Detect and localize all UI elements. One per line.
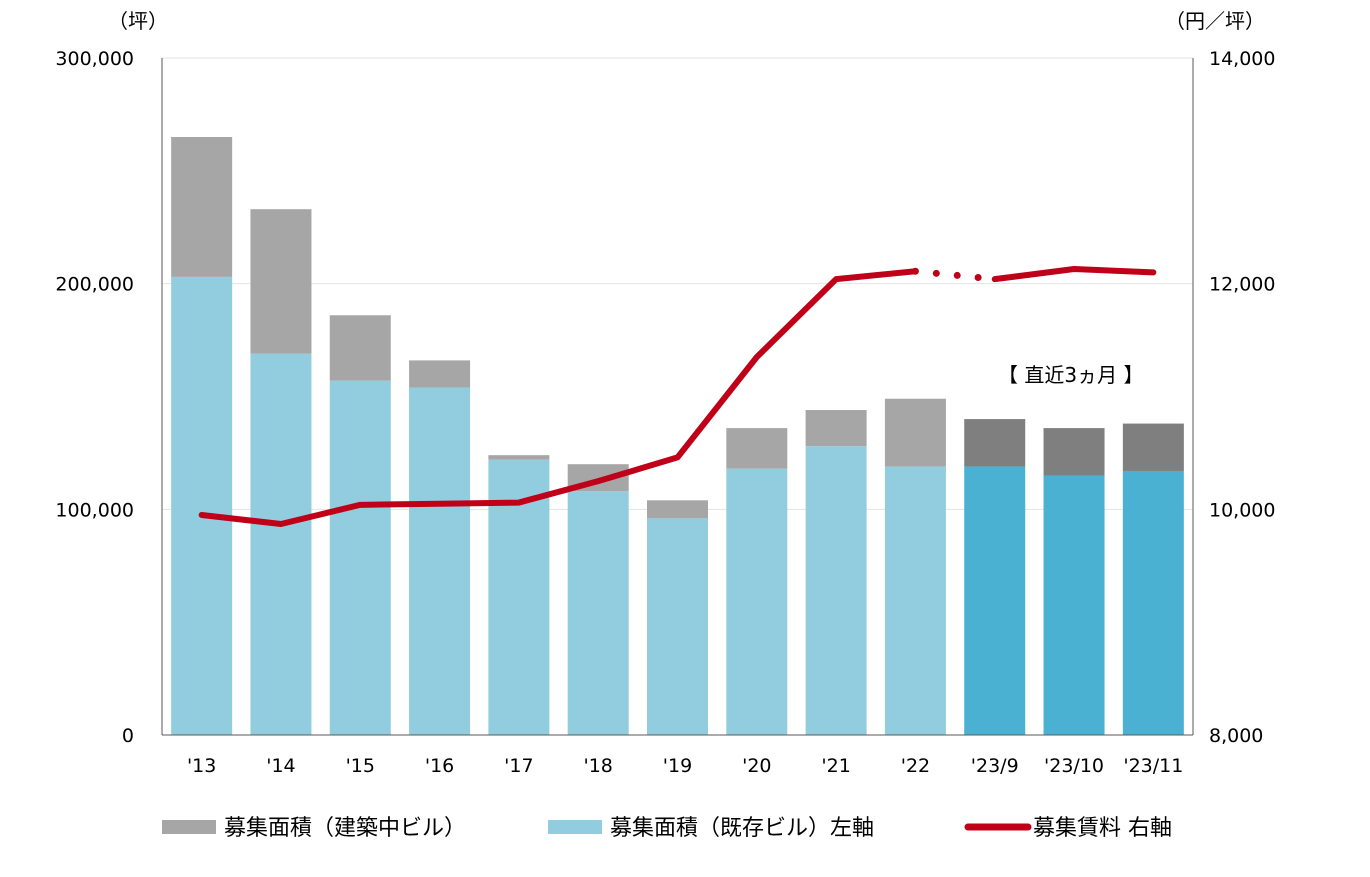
x-tick-label: '23/11 [1123, 755, 1183, 777]
bar-existing [567, 491, 629, 735]
left-tick-label: 100,000 [55, 499, 134, 521]
rent-line-annual [198, 268, 919, 528]
x-tick-label: '23/9 [971, 755, 1019, 777]
bar-existing [1043, 475, 1105, 735]
legend-label: 募集面積（建築中ビル） [224, 816, 466, 841]
bar-existing [1122, 470, 1184, 735]
bar-existing [884, 466, 946, 735]
legend: 募集面積（建築中ビル） 募集面積（既存ビル）左軸 募集賃料 右軸 [162, 816, 1172, 841]
bar-under-construction [1043, 428, 1105, 476]
x-axis-ticks: '13 '14 '15 '16 '17 '18 '19 '20 '21 '22 '23/9 '23/1… [187, 755, 1183, 777]
x-tick-label: '13 [187, 755, 216, 777]
x-tick-label: '16 [425, 755, 454, 777]
right-tick-label: 12,000 [1209, 274, 1275, 296]
legend-swatch [162, 820, 216, 834]
rent-line [198, 265, 1157, 528]
x-tick-label: '19 [663, 755, 692, 777]
left-tick-label: 200,000 [55, 274, 134, 296]
x-tick-label: '18 [583, 755, 612, 777]
bar-under-construction [171, 136, 233, 277]
right-tick-label: 10,000 [1209, 499, 1275, 521]
bar-under-construction [726, 428, 788, 469]
bar-under-construction [647, 500, 708, 519]
left-axis-ticks: 0 100,000 200,000 300,000 [55, 48, 134, 747]
x-tick-label: '21 [821, 755, 850, 777]
recent-3-months-annotation: 【 直近3ヵ月 】 [998, 363, 1143, 387]
bar-under-construction [409, 360, 471, 388]
x-tick-label: '15 [346, 755, 375, 777]
bar-existing [171, 276, 233, 735]
legend-label: 募集賃料 右軸 [1033, 816, 1172, 841]
rent-line-gap [911, 267, 999, 283]
legend-swatch [548, 820, 602, 834]
x-tick-label: '14 [266, 755, 295, 777]
bar-existing [964, 466, 1026, 735]
bar-under-construction [964, 419, 1026, 467]
bar-existing [329, 380, 391, 735]
right-tick-label: 14,000 [1209, 48, 1275, 70]
left-axis-unit: （坪） [108, 9, 168, 33]
left-tick-label: 0 [122, 725, 134, 747]
axes [161, 58, 1194, 736]
bar-existing [250, 353, 312, 735]
x-tick-label: '20 [742, 755, 771, 777]
gridlines [162, 57, 1193, 510]
bar-under-construction [250, 209, 312, 354]
right-tick-label: 8,000 [1209, 725, 1263, 747]
bar-existing [805, 446, 867, 735]
bars [171, 136, 1184, 735]
bar-existing [726, 468, 788, 735]
x-tick-label: '22 [901, 755, 930, 777]
bar-existing [409, 387, 471, 735]
legend-label: 募集面積（既存ビル）左軸 [610, 816, 874, 841]
left-tick-label: 300,000 [55, 48, 134, 70]
rent-line-monthly [991, 265, 1157, 283]
bar-under-construction [805, 410, 867, 447]
bar-under-construction [329, 315, 391, 381]
right-axis-ticks: 8,000 10,000 12,000 14,000 [1209, 48, 1275, 747]
bar-under-construction [488, 455, 550, 460]
x-tick-label: '17 [504, 755, 533, 777]
x-tick-label: '23/10 [1044, 755, 1104, 777]
bar-under-construction [884, 398, 946, 467]
bar-existing [647, 518, 708, 735]
bar-under-construction [1122, 423, 1184, 471]
right-axis-unit: （円／坪） [1165, 9, 1265, 33]
